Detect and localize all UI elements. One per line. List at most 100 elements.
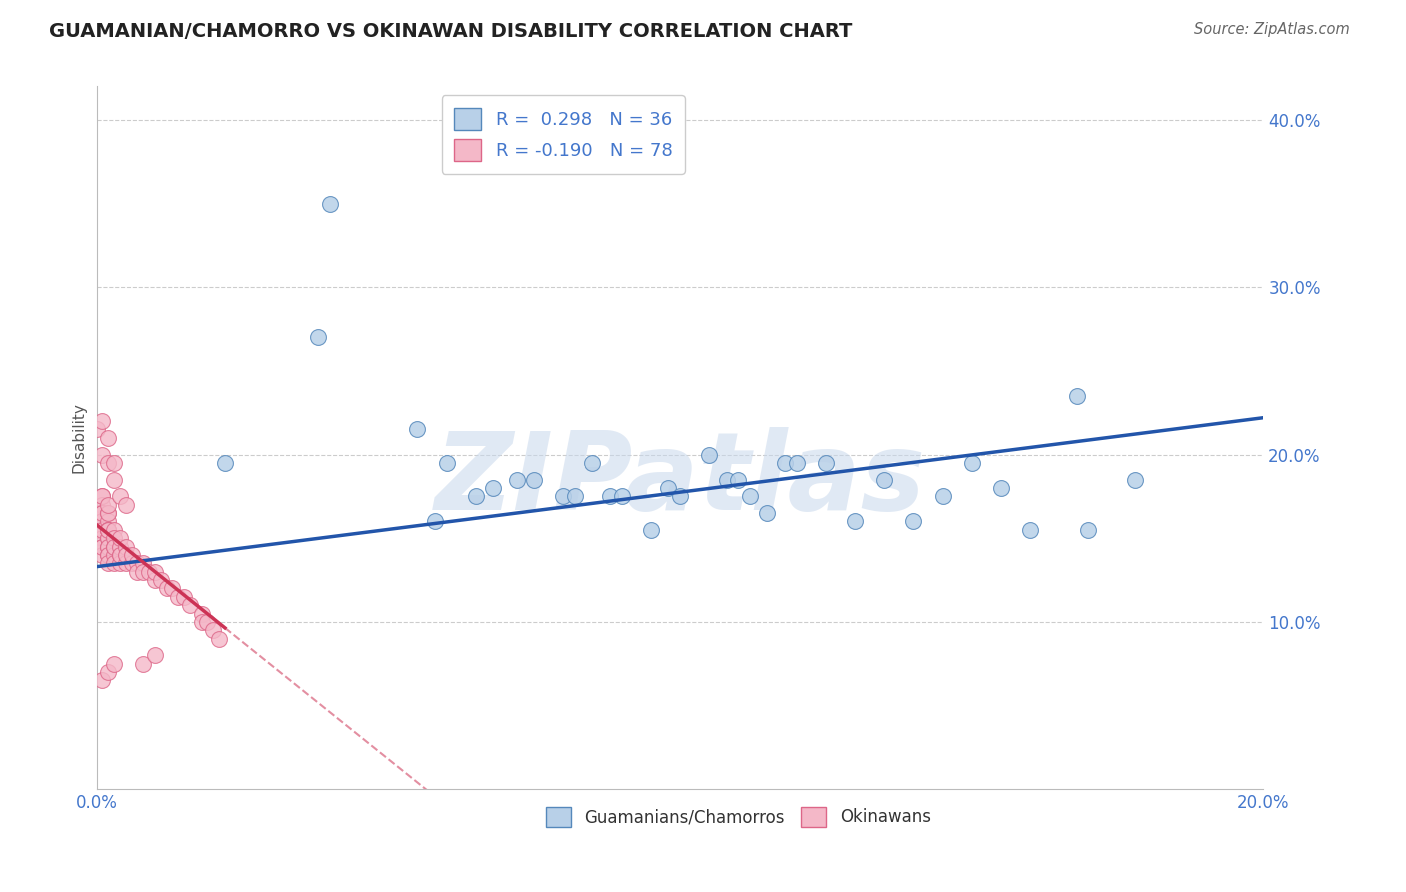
- Point: [564, 489, 586, 503]
- Point: [114, 557, 136, 571]
- Point: [91, 540, 114, 554]
- Point: [97, 548, 120, 562]
- Point: [97, 548, 120, 562]
- Point: [91, 498, 114, 512]
- Text: GUAMANIAN/CHAMORRO VS OKINAWAN DISABILITY CORRELATION CHART: GUAMANIAN/CHAMORRO VS OKINAWAN DISABILIT…: [49, 22, 852, 41]
- Point: [143, 573, 166, 587]
- Point: [208, 632, 231, 646]
- Point: [91, 489, 114, 503]
- Text: Source: ZipAtlas.com: Source: ZipAtlas.com: [1194, 22, 1350, 37]
- Point: [523, 473, 546, 487]
- Point: [108, 540, 131, 554]
- Point: [86, 506, 108, 520]
- Point: [156, 582, 179, 596]
- Point: [91, 506, 114, 520]
- Point: [103, 657, 125, 671]
- Point: [505, 473, 527, 487]
- Point: [91, 489, 114, 503]
- Point: [91, 506, 114, 520]
- Point: [91, 448, 114, 462]
- Point: [97, 506, 120, 520]
- Point: [406, 422, 429, 436]
- Point: [610, 489, 633, 503]
- Point: [814, 456, 837, 470]
- Point: [553, 489, 575, 503]
- Point: [103, 548, 125, 562]
- Point: [97, 498, 120, 512]
- Point: [727, 473, 749, 487]
- Point: [97, 540, 120, 554]
- Point: [190, 615, 212, 629]
- Point: [697, 448, 720, 462]
- Point: [108, 531, 131, 545]
- Point: [132, 657, 155, 671]
- Point: [669, 489, 692, 503]
- Point: [990, 481, 1012, 495]
- Point: [114, 540, 136, 554]
- Point: [903, 515, 925, 529]
- Point: [773, 456, 796, 470]
- Point: [202, 624, 225, 638]
- Point: [931, 489, 953, 503]
- Point: [103, 531, 125, 545]
- Point: [91, 414, 114, 428]
- Point: [108, 489, 131, 503]
- Point: [103, 540, 125, 554]
- Point: [844, 515, 866, 529]
- Point: [97, 523, 120, 537]
- Point: [1123, 473, 1146, 487]
- Point: [143, 565, 166, 579]
- Point: [91, 515, 114, 529]
- Point: [657, 481, 679, 495]
- Point: [97, 523, 120, 537]
- Point: [786, 456, 808, 470]
- Point: [97, 431, 120, 445]
- Point: [214, 456, 236, 470]
- Point: [423, 515, 446, 529]
- Point: [114, 548, 136, 562]
- Point: [91, 531, 114, 545]
- Point: [127, 557, 149, 571]
- Point: [103, 456, 125, 470]
- Point: [482, 481, 505, 495]
- Point: [167, 590, 190, 604]
- Point: [149, 573, 172, 587]
- Point: [756, 506, 779, 520]
- Point: [108, 557, 131, 571]
- Point: [162, 582, 184, 596]
- Text: ZIPatlas: ZIPatlas: [434, 427, 925, 533]
- Point: [143, 648, 166, 663]
- Point: [108, 548, 131, 562]
- Point: [1077, 523, 1099, 537]
- Y-axis label: Disability: Disability: [72, 402, 86, 474]
- Point: [873, 473, 896, 487]
- Point: [97, 515, 120, 529]
- Point: [97, 531, 120, 545]
- Point: [197, 615, 219, 629]
- Point: [179, 598, 201, 612]
- Point: [91, 523, 114, 537]
- Point: [114, 498, 136, 512]
- Point: [103, 523, 125, 537]
- Point: [436, 456, 458, 470]
- Point: [97, 540, 120, 554]
- Point: [960, 456, 983, 470]
- Point: [581, 456, 603, 470]
- Point: [307, 330, 329, 344]
- Point: [121, 557, 143, 571]
- Point: [91, 673, 114, 688]
- Point: [91, 515, 114, 529]
- Point: [86, 422, 108, 436]
- Point: [121, 548, 143, 562]
- Point: [132, 565, 155, 579]
- Point: [716, 473, 738, 487]
- Point: [132, 557, 155, 571]
- Point: [86, 523, 108, 537]
- Point: [97, 531, 120, 545]
- Point: [97, 665, 120, 679]
- Point: [599, 489, 621, 503]
- Point: [464, 489, 486, 503]
- Point: [103, 557, 125, 571]
- Point: [1066, 389, 1088, 403]
- Point: [97, 523, 120, 537]
